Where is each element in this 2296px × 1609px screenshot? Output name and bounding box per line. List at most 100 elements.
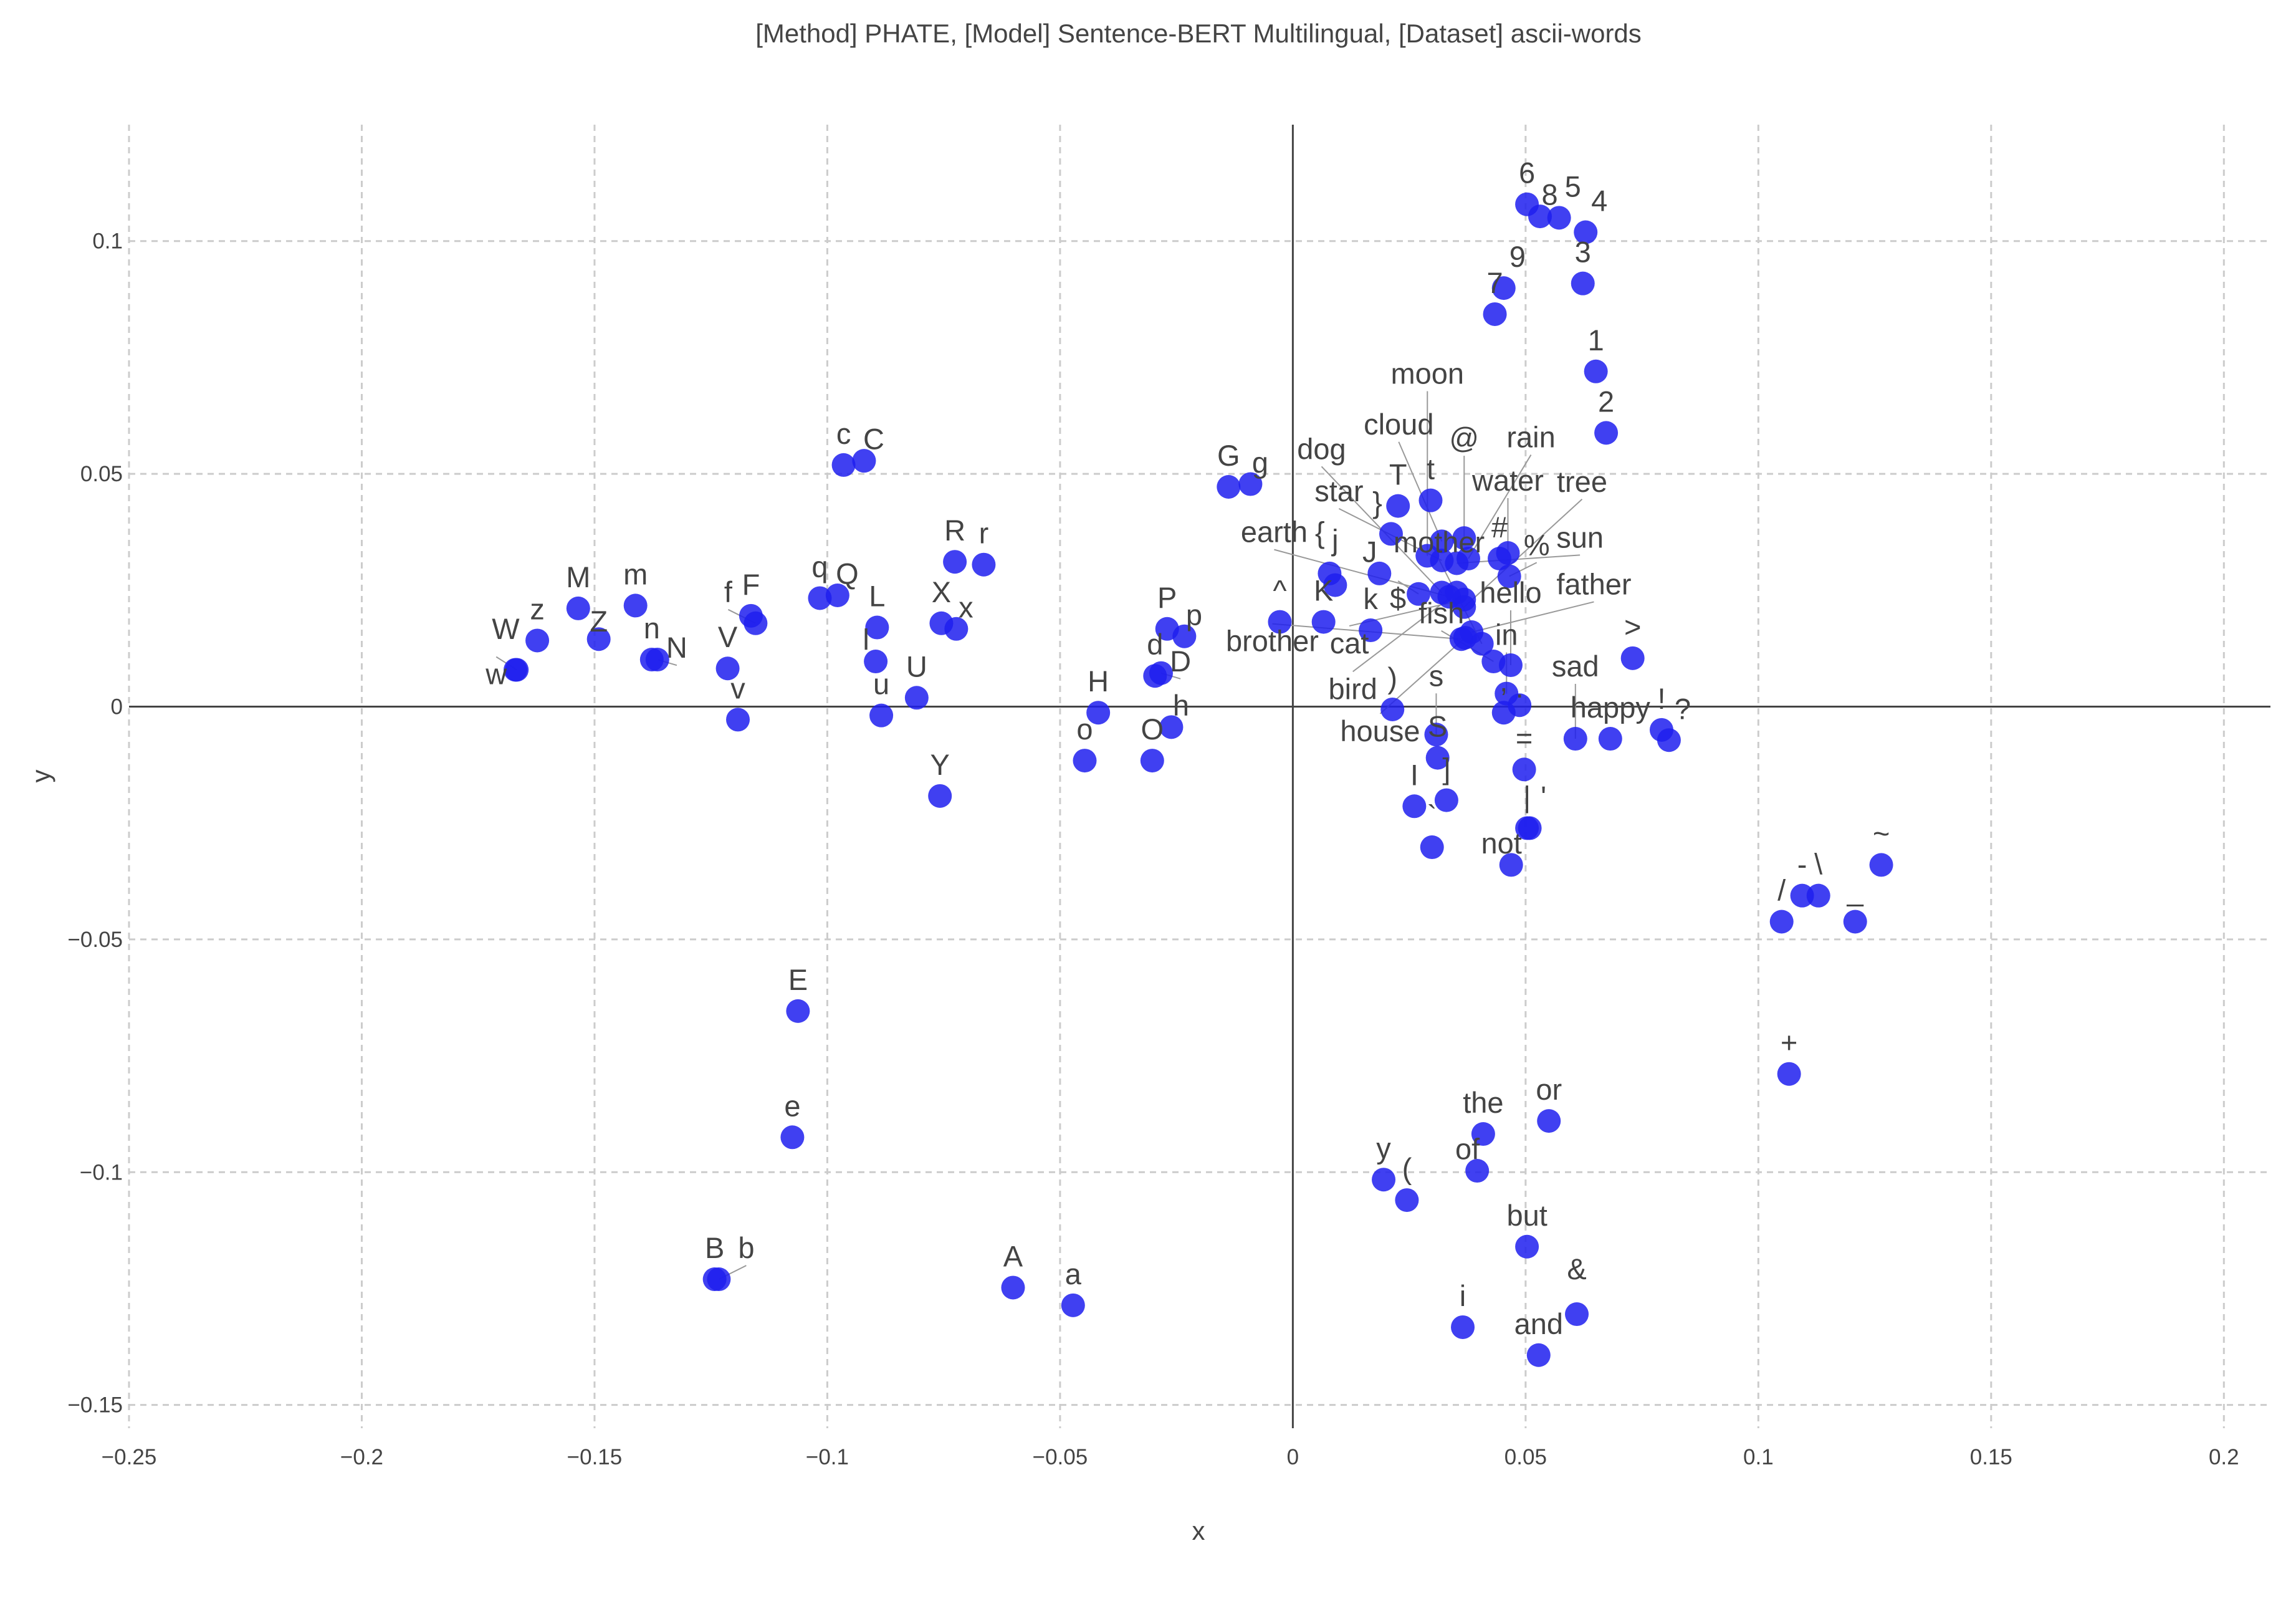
y-axis-label: y [26,770,55,783]
point-dog [1430,580,1454,605]
point-( [1395,1188,1419,1213]
grid [128,125,2270,1428]
point-label: 3 [1575,236,1591,269]
x-tick-label: 0.1 [1743,1445,1774,1469]
point-label: I [1410,758,1418,791]
point-label: or [1536,1073,1562,1106]
point-c [831,453,856,477]
point-not [1499,853,1523,877]
point-I [1402,794,1427,819]
point-7 [1483,302,1507,326]
point-label: s [1429,659,1444,692]
point-label: brother [1226,625,1319,658]
point-label: happy [1571,691,1651,724]
point-label: rain [1506,421,1555,454]
point-label: F [742,568,760,601]
point-label: ` [1427,799,1437,832]
point-J [1367,561,1392,585]
point-? [1657,728,1681,752]
x-tick-label: 0.2 [2209,1445,2239,1469]
point-sad [1563,727,1587,751]
point-z [525,628,550,653]
point-label: ! [1657,682,1665,715]
point-k [1359,618,1383,643]
point-U [904,686,929,710]
point-M [566,596,590,620]
point-b [707,1267,731,1292]
point-label: B [705,1231,724,1264]
point-label: ' [1541,780,1546,813]
point-label: 6 [1519,156,1535,190]
point-label: z [530,592,545,625]
point-label: / [1777,873,1786,906]
x-tick-label: −0.05 [1033,1445,1088,1469]
point-j [1323,573,1347,597]
point-label: L [869,580,885,613]
point-_ [1843,910,1867,934]
point-label: tree [1557,465,1607,498]
point-label: 8 [1542,178,1558,211]
axes [129,125,2270,1428]
point-label: r [979,517,989,550]
point-label: hello [1480,576,1541,609]
point-u [869,703,894,728]
point-label: @ [1449,421,1479,454]
point-D [1149,661,1174,685]
point-label: 4 [1591,185,1607,218]
point-the [1471,1122,1495,1146]
point-f [744,611,768,635]
y-tick-label: 0.1 [92,229,123,254]
point-label: a [1065,1257,1082,1290]
point-q [808,586,832,610]
point-} [1379,522,1403,546]
y-tick-label: 0.05 [80,462,123,486]
point-label: G [1217,439,1240,472]
point-label: M [566,560,590,593]
point-C [852,449,876,473]
point-V [715,656,740,681]
point-label: ^ [1273,574,1286,607]
point-5 [1547,206,1571,230]
y-tick-label: −0.1 [80,1160,123,1184]
point-label: n [644,612,660,645]
point-S [1425,746,1450,770]
point-label: b [738,1231,754,1264]
point-label: ] [1442,752,1450,785]
x-tick-label: −0.15 [567,1445,623,1469]
point-label: { [1315,516,1325,549]
point-e [780,1125,805,1150]
point-hello [1498,653,1523,678]
leader-lines [495,391,1594,1280]
point-happy [1598,727,1622,751]
x-tick-label: −0.2 [340,1445,383,1469]
point-label: S [1428,710,1447,743]
point-or [1537,1109,1561,1133]
point-label: bird [1329,672,1377,705]
point-label: . [1516,671,1524,704]
x-tick-label: 0.05 [1504,1445,1547,1469]
point-label: - [1797,848,1807,881]
point-H [1086,701,1111,725]
point-label: ~ [1873,817,1890,850]
point-label: | [1523,780,1531,813]
point-i [1451,1315,1475,1339]
point-label: moon [1390,357,1464,390]
point-O [1140,749,1164,773]
y-tick-label: 0 [111,694,123,719]
point-label: E [788,963,808,996]
point-label: t [1427,453,1435,486]
point-s [1424,723,1448,747]
point-p [1172,624,1197,648]
point-label: father [1556,567,1631,600]
point-of [1465,1159,1490,1183]
point-label: > [1624,610,1641,643]
point-` [1420,835,1444,860]
point-label: ? [1675,692,1691,725]
point-@ [1452,526,1476,550]
point-label: j [1331,524,1338,557]
point-label: water [1471,464,1544,497]
point-and [1526,1343,1551,1367]
point-w [505,658,529,682]
point-label: 1 [1588,324,1604,357]
